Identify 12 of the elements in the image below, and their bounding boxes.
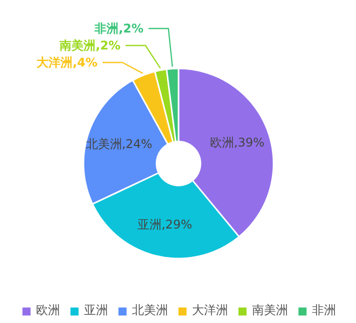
data-label: 非洲,2%	[94, 22, 144, 36]
legend-label: 非洲	[312, 302, 336, 319]
data-label: 欧洲,39%	[210, 135, 265, 150]
data-label: 大洋洲,4%	[36, 56, 98, 70]
legend-label: 大洋洲	[192, 302, 228, 319]
data-label: 南美洲,2%	[58, 38, 121, 52]
data-label: 北美洲,24%	[86, 137, 152, 152]
legend-label: 南美洲	[252, 302, 288, 319]
legend-label: 亚洲	[84, 302, 108, 319]
legend-label: 北美洲	[132, 302, 168, 319]
data-label: 亚洲,29%	[138, 217, 192, 232]
legend-label: 欧洲	[36, 302, 60, 319]
